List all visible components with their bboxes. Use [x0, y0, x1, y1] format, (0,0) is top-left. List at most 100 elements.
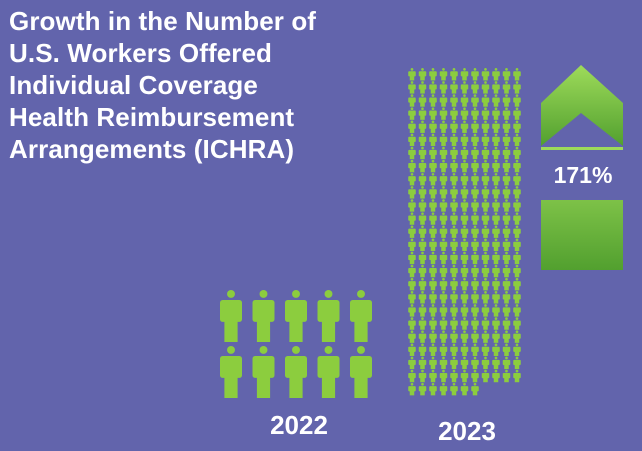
- person-icon: [492, 356, 500, 370]
- person-icon: [429, 238, 437, 252]
- person-icon: [439, 356, 448, 370]
- person-icon: [439, 172, 448, 186]
- person-icon: [481, 330, 490, 343]
- person-icon: [481, 68, 490, 81]
- person-icon: [408, 277, 416, 291]
- person-icon: [460, 120, 469, 133]
- person-icon: [408, 251, 416, 265]
- person-icon: [513, 94, 521, 107]
- person-icon: [471, 225, 479, 238]
- person-icon: [408, 159, 416, 173]
- person-icon: [460, 251, 469, 265]
- person-icon: [429, 159, 437, 173]
- person-icon: [439, 317, 448, 330]
- person-icon: [418, 330, 427, 343]
- person-icon: [439, 277, 448, 291]
- person-icon: [502, 277, 511, 291]
- person-icon: [471, 330, 479, 343]
- person-icon: [471, 382, 479, 396]
- person-icon: [492, 212, 500, 225]
- person-icon: [513, 291, 521, 304]
- person-icon: [481, 133, 490, 147]
- person-icon: [502, 107, 511, 120]
- person-icon: [502, 238, 511, 252]
- person-icon: [439, 251, 448, 265]
- person-icon: [450, 304, 458, 317]
- person-icon: [513, 225, 521, 238]
- person-icon: [481, 369, 490, 383]
- person-icon: [502, 356, 511, 370]
- person-icon: [450, 146, 458, 160]
- person-icon: [429, 68, 437, 81]
- person-icon: [460, 81, 469, 94]
- person-icon: [481, 317, 490, 330]
- person-icon: [450, 159, 458, 173]
- person-icon: [408, 291, 416, 304]
- person-icon: [460, 277, 469, 291]
- person-icon: [408, 343, 416, 356]
- person-icon: [481, 343, 490, 356]
- person-icon: [513, 199, 521, 212]
- person-icon: [418, 133, 427, 147]
- person-icon: [408, 81, 416, 94]
- person-icon: [471, 277, 479, 291]
- person-icon: [408, 186, 416, 199]
- person-icon: [439, 212, 448, 225]
- person-icon: [429, 264, 437, 278]
- person-icon: [513, 317, 521, 330]
- person-icon: [471, 251, 479, 265]
- chart-title: Growth in the Number of U.S. Workers Off…: [9, 6, 317, 164]
- person-icon: [408, 94, 416, 107]
- person-icon: [492, 186, 500, 199]
- person-icon: [460, 330, 469, 343]
- arrow-inner-chevron: [563, 121, 600, 140]
- person-icon: [460, 225, 469, 238]
- person-icon: [317, 290, 340, 342]
- person-icon: [471, 317, 479, 330]
- person-icon: [450, 172, 458, 186]
- person-icon: [450, 94, 458, 107]
- person-icon: [418, 159, 427, 173]
- person-icon: [460, 133, 469, 147]
- person-icon: [429, 81, 437, 94]
- person-icon: [513, 107, 521, 120]
- person-icon: [418, 382, 427, 396]
- person-icon: [408, 356, 416, 370]
- person-icon: [408, 238, 416, 252]
- person-icon: [481, 107, 490, 120]
- person-icon: [513, 159, 521, 173]
- person-icon: [418, 277, 427, 291]
- person-icon: [439, 369, 448, 383]
- person-icon: [408, 369, 416, 383]
- person-icon: [439, 146, 448, 160]
- person-icon: [481, 291, 490, 304]
- person-icon: [502, 343, 511, 356]
- person-icon: [471, 107, 479, 120]
- person-icon: [502, 133, 511, 147]
- person-icon: [502, 159, 511, 173]
- person-icon: [418, 343, 427, 356]
- person-icon: [502, 68, 511, 81]
- person-icon: [492, 264, 500, 278]
- person-icon: [471, 238, 479, 252]
- person-icon: [429, 107, 437, 120]
- person-icon: [439, 68, 448, 81]
- person-icon: [513, 356, 521, 370]
- person-icon: [481, 238, 490, 252]
- category-label-2023: 2023: [438, 416, 496, 446]
- person-icon: [460, 343, 469, 356]
- person-icon: [408, 146, 416, 160]
- person-icon: [481, 120, 490, 133]
- person-icon: [317, 346, 340, 398]
- person-icon: [492, 159, 500, 173]
- person-icon: [492, 304, 500, 317]
- person-icon: [492, 238, 500, 252]
- person-icon: [350, 290, 372, 342]
- person-icon: [460, 238, 469, 252]
- person-icon: [471, 212, 479, 225]
- person-icon: [450, 277, 458, 291]
- person-icon: [408, 68, 416, 81]
- arrow-head-shape: [541, 65, 623, 146]
- person-icon: [471, 304, 479, 317]
- person-icon: [450, 68, 458, 81]
